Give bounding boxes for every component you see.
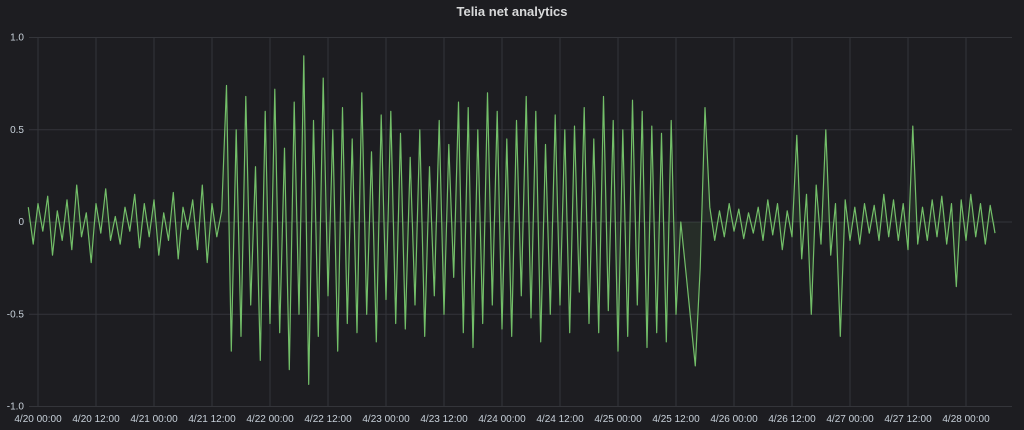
y-tick-label: 0	[18, 217, 24, 228]
y-tick-label: 1.0	[10, 33, 24, 44]
plot-area	[27, 55, 996, 385]
x-tick-label: 4/21 12:00	[188, 414, 236, 425]
x-tick-label: 4/24 00:00	[478, 414, 526, 425]
series-line	[27, 55, 996, 385]
y-tick-label: 0.5	[10, 125, 24, 136]
x-tick-label: 4/27 00:00	[826, 414, 874, 425]
x-tick-label: 4/20 12:00	[72, 414, 120, 425]
x-tick-label: 4/22 00:00	[246, 414, 294, 425]
y-tick-label: -0.5	[7, 309, 25, 320]
x-tick-label: 4/23 00:00	[362, 414, 410, 425]
x-tick-label: 4/20 00:00	[14, 414, 62, 425]
x-tick-label: 4/27 12:00	[884, 414, 932, 425]
x-tick-label: 4/26 12:00	[768, 414, 816, 425]
x-tick-label: 4/28 00:00	[942, 414, 990, 425]
x-tick-label: 4/25 12:00	[652, 414, 700, 425]
x-tick-label: 4/23 12:00	[420, 414, 468, 425]
x-tick-label: 4/21 00:00	[130, 414, 178, 425]
chart-title: Telia net analytics	[456, 4, 568, 19]
x-tick-label: 4/24 12:00	[536, 414, 584, 425]
y-tick-label: -1.0	[7, 402, 25, 413]
x-tick-label: 4/22 12:00	[304, 414, 352, 425]
axis-labels: 1.0 0.5 0 -0.5 -1.04/20 00:00 4/20 12:00 4/21 …	[7, 33, 990, 426]
x-tick-label: 4/26 00:00	[710, 414, 758, 425]
x-tick-label: 4/25 00:00	[594, 414, 642, 425]
